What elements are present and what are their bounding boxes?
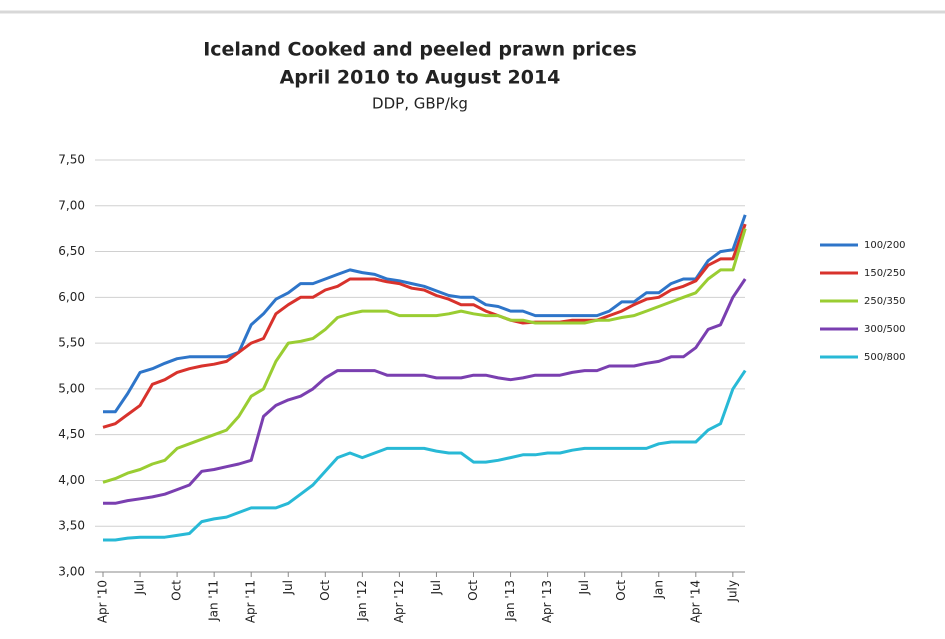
x-tick-label: Oct: [318, 580, 332, 601]
y-tick-label: 7,00: [58, 198, 85, 212]
y-tick-label: 3,50: [58, 519, 85, 533]
x-tick-label: Jan '12: [355, 580, 369, 622]
y-tick-label: 5,00: [58, 381, 85, 395]
x-tick-label: Apr '13: [540, 580, 554, 623]
x-tick-label: Apr '10: [96, 580, 110, 623]
series-line: [103, 369, 747, 542]
x-tick-label: Apr '11: [244, 580, 258, 623]
chart-title: Iceland Cooked and peeled prawn prices: [203, 39, 637, 61]
y-tick-label: 3,00: [58, 565, 85, 579]
x-tick-label: Oct: [170, 580, 184, 601]
x-tick-label: Apr '14: [688, 580, 702, 623]
y-tick-label: 6,00: [58, 290, 85, 304]
y-tick-label: 6,50: [58, 244, 85, 258]
x-tick-label: Jul: [281, 580, 295, 595]
x-tick-label: Jul: [577, 580, 591, 595]
legend-label: 100/200: [864, 240, 906, 251]
y-tick-label: 4,00: [58, 473, 85, 487]
x-tick-label: Jan: [651, 580, 665, 600]
x-tick-label: July: [725, 580, 739, 603]
x-tick-label: Jan '11: [207, 580, 221, 622]
series-line: [102, 223, 747, 429]
x-tick-label: Oct: [466, 580, 480, 601]
legend-label: 150/250: [864, 268, 906, 279]
legend-label: 500/800: [864, 352, 906, 363]
chart-subtitle: April 2010 to August 2014: [280, 67, 561, 89]
x-tick-label: Apr '12: [392, 580, 406, 623]
legend-label: 300/500: [864, 324, 906, 335]
series-line: [103, 214, 747, 414]
y-tick-label: 7,50: [58, 153, 85, 167]
y-tick-label: 4,50: [58, 427, 85, 441]
x-tick-label: Jul: [429, 580, 443, 595]
legend-label: 250/350: [864, 296, 906, 307]
series-line: [102, 228, 747, 484]
x-tick-label: Oct: [614, 580, 628, 601]
y-tick-label: 5,50: [58, 336, 85, 350]
x-tick-label: Jan '13: [503, 580, 517, 622]
unit-label: DDP, GBP/kg: [372, 95, 468, 113]
series-line: [103, 278, 747, 505]
x-tick-label: Jul: [133, 580, 147, 595]
